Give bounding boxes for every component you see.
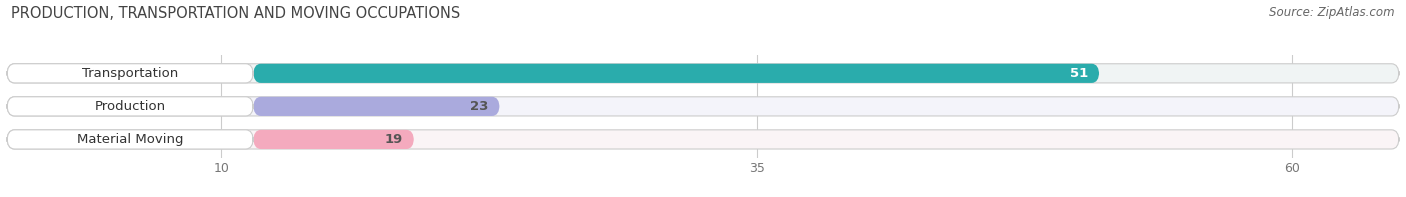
Text: 23: 23 bbox=[471, 100, 489, 113]
FancyBboxPatch shape bbox=[7, 64, 253, 83]
Text: PRODUCTION, TRANSPORTATION AND MOVING OCCUPATIONS: PRODUCTION, TRANSPORTATION AND MOVING OC… bbox=[11, 6, 461, 21]
FancyBboxPatch shape bbox=[253, 130, 413, 149]
Text: Material Moving: Material Moving bbox=[77, 133, 183, 146]
FancyBboxPatch shape bbox=[253, 64, 1099, 83]
Text: 19: 19 bbox=[385, 133, 404, 146]
Text: Source: ZipAtlas.com: Source: ZipAtlas.com bbox=[1270, 6, 1395, 19]
FancyBboxPatch shape bbox=[7, 97, 253, 116]
FancyBboxPatch shape bbox=[7, 130, 253, 149]
FancyBboxPatch shape bbox=[7, 97, 1399, 116]
FancyBboxPatch shape bbox=[7, 130, 1399, 149]
Text: Production: Production bbox=[94, 100, 166, 113]
FancyBboxPatch shape bbox=[253, 97, 499, 116]
Text: 51: 51 bbox=[1070, 67, 1088, 80]
Text: Transportation: Transportation bbox=[82, 67, 179, 80]
FancyBboxPatch shape bbox=[7, 64, 1399, 83]
